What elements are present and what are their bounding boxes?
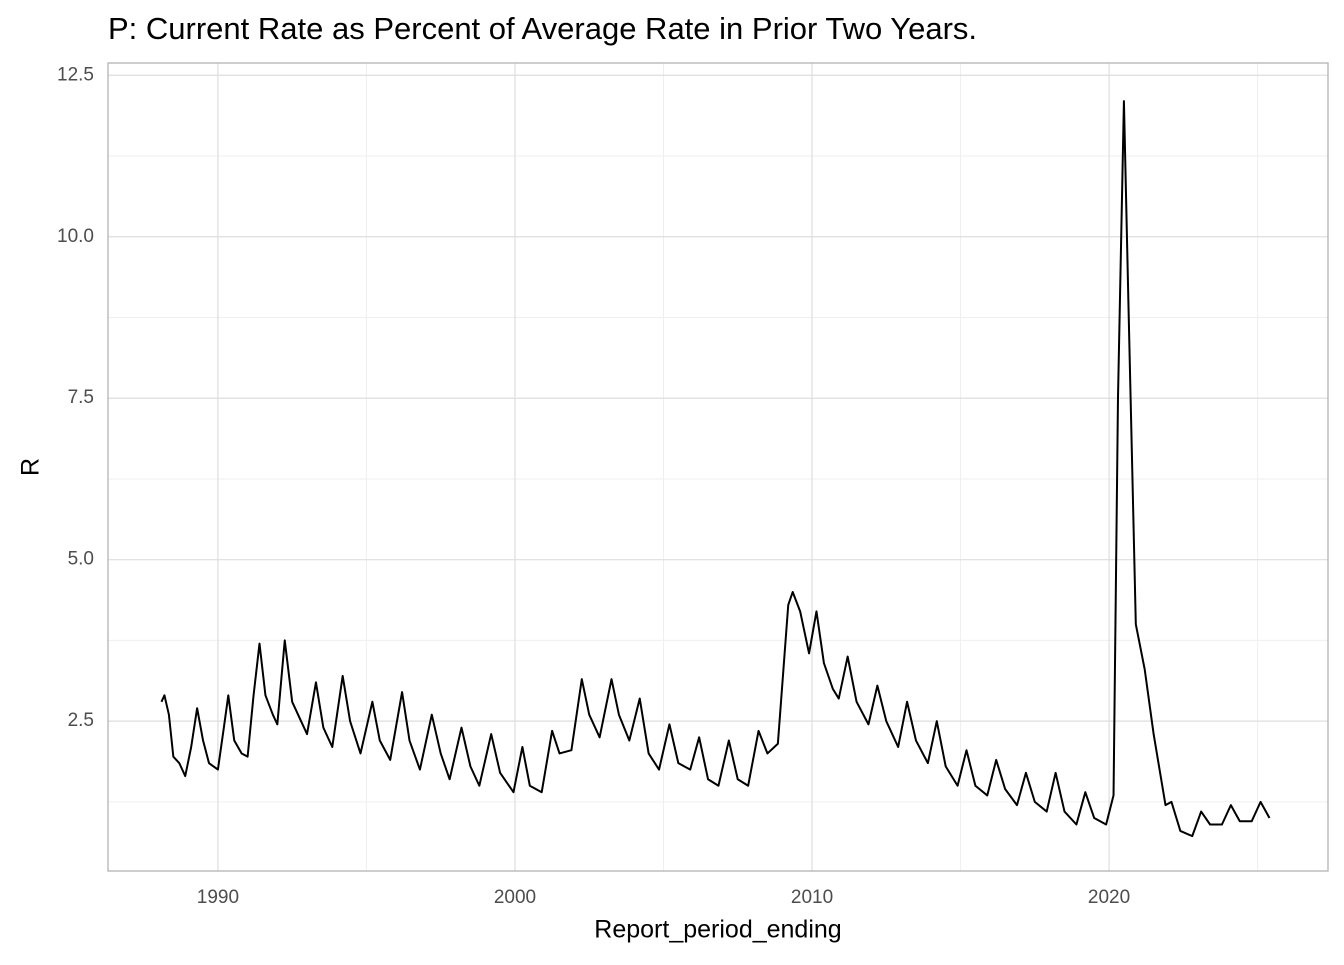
x-axis-title: Report_period_ending: [594, 916, 841, 944]
y-tick-label: 5.0: [68, 549, 94, 570]
x-tick-label: 2010: [791, 887, 833, 908]
line: [160, 100, 1271, 838]
x-tick-label: 1990: [197, 887, 239, 908]
y-tick-label: 7.5: [68, 387, 94, 408]
panel-border: [107, 62, 1329, 872]
y-axis-title: R: [17, 458, 45, 476]
chart-title: P: Current Rate as Percent of Average Ra…: [108, 11, 977, 46]
y-tick-label: 10.0: [57, 226, 94, 247]
y-tick-label: 12.5: [57, 64, 94, 85]
x-tick-label: 2020: [1088, 887, 1130, 908]
x-tick-label: 2000: [494, 887, 536, 908]
y-tick-label: 2.5: [68, 710, 94, 731]
